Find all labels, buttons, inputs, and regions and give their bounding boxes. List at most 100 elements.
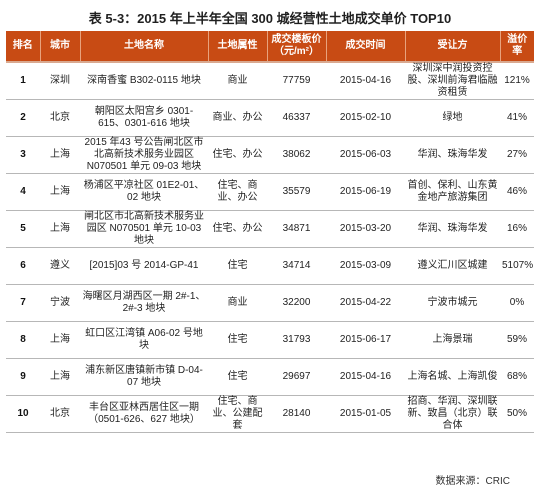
date-cell: 2015-03-20 — [326, 210, 405, 248]
city-cell: 遵义 — [40, 247, 80, 285]
premium-cell: 46% — [500, 173, 534, 211]
rank-cell: 7 — [6, 284, 40, 322]
rank-cell: 9 — [6, 358, 40, 396]
land-name-cell: 杨浦区平凉社区 01E2-01、02 地块 — [80, 173, 208, 211]
rank-cell: 5 — [6, 210, 40, 248]
table-row: 9 上海 浦东新区唐镇新市镇 D-04-07 地块 住宅 29697 2015-… — [6, 358, 534, 396]
col-header-land-name: 土地名称 — [80, 31, 209, 62]
table-row: 1 深圳 深南香蜜 B302-0115 地块 商业 77759 2015-04-… — [6, 61, 534, 100]
table-row: 10 北京 丰台区亚林西居住区一期（0501-626、627 地块） 住宅、商业… — [6, 395, 534, 433]
data-source-note: 数据来源：CRIC — [435, 476, 510, 487]
table-row: 3 上海 2015 年43 号公告闸北区市北高新技术服务业园区 N070501 … — [6, 136, 534, 174]
price-cell: 28140 — [267, 395, 326, 433]
col-header-buyer: 受让方 — [405, 31, 501, 62]
date-cell: 2015-03-09 — [326, 247, 405, 285]
table-row: 4 上海 杨浦区平凉社区 01E2-01、02 地块 住宅、商业、办公 3557… — [6, 173, 534, 211]
land-name-cell: 闸北区市北高新技术服务业园区 N070501 单元 10-03 地块 — [80, 210, 208, 248]
city-cell: 上海 — [40, 173, 80, 211]
premium-cell: 16% — [500, 210, 534, 248]
rank-cell: 1 — [6, 61, 40, 100]
city-cell: 上海 — [40, 358, 80, 396]
buyer-cell: 宁波市城元 — [405, 284, 500, 322]
premium-cell: 0% — [500, 284, 534, 322]
price-cell: 77759 — [267, 61, 326, 100]
price-cell: 29697 — [267, 358, 326, 396]
premium-cell: 59% — [500, 321, 534, 359]
land-name-cell: 浦东新区唐镇新市镇 D-04-07 地块 — [80, 358, 208, 396]
date-cell: 2015-04-16 — [326, 358, 405, 396]
premium-cell: 50% — [500, 395, 534, 433]
rank-cell: 2 — [6, 99, 40, 137]
table-row: 5 上海 闸北区市北高新技术服务业园区 N070501 单元 10-03 地块 … — [6, 210, 534, 248]
land-use-cell: 住宅、办公 — [208, 136, 267, 174]
land-use-cell: 商业、办公 — [208, 99, 267, 137]
rank-cell: 4 — [6, 173, 40, 211]
col-header-land-use: 土地属性 — [208, 31, 268, 62]
land-price-table: 排名 城市 土地名称 土地属性 成交楼板价（元/m²） 成交时间 受让方 溢价率… — [6, 31, 534, 433]
land-use-cell: 住宅、办公 — [208, 210, 267, 248]
table-row: 7 宁波 海曙区月湖西区一期 2#-1、2#-3 地块 商业 32200 201… — [6, 284, 534, 322]
table-title: 表 5-3：2015 年上半年全国 300 城经营性土地成交单价 TOP10 — [88, 11, 452, 26]
buyer-cell: 上海名城、上海凯俊 — [405, 358, 500, 396]
land-name-cell: 虹口区江湾镇 A06-02 号地块 — [80, 321, 208, 359]
price-cell: 34714 — [267, 247, 326, 285]
city-cell: 宁波 — [40, 284, 80, 322]
date-cell: 2015-04-22 — [326, 284, 405, 322]
rank-cell: 10 — [6, 395, 40, 433]
buyer-cell: 华润、珠海华发 — [405, 136, 500, 174]
date-cell: 2015-01-05 — [326, 395, 405, 433]
rank-cell: 8 — [6, 321, 40, 359]
buyer-cell: 上海景瑞 — [405, 321, 500, 359]
price-cell: 31793 — [267, 321, 326, 359]
date-cell: 2015-04-16 — [326, 61, 405, 100]
buyer-cell: 首创、保利、山东黄金地产旅游集团 — [405, 173, 500, 211]
col-header-price: 成交楼板价（元/m²） — [267, 31, 327, 62]
city-cell: 北京 — [40, 99, 80, 137]
city-cell: 深圳 — [40, 61, 80, 100]
col-header-premium: 溢价率 — [500, 31, 534, 62]
premium-cell: 68% — [500, 358, 534, 396]
city-cell: 上海 — [40, 136, 80, 174]
land-use-cell: 住宅、商业、办公 — [208, 173, 267, 211]
price-cell: 46337 — [267, 99, 326, 137]
table-row: 6 遵义 [2015]03 号 2014-GP-41 住宅 34714 2015… — [6, 247, 534, 285]
premium-cell: 5107% — [500, 247, 534, 285]
buyer-cell: 遵义汇川区城建 — [405, 247, 500, 285]
price-cell: 34871 — [267, 210, 326, 248]
table-row: 8 上海 虹口区江湾镇 A06-02 号地块 住宅 31793 2015-06-… — [6, 321, 534, 359]
land-use-cell: 商业 — [208, 284, 267, 322]
buyer-cell: 绿地 — [405, 99, 500, 137]
col-header-date: 成交时间 — [326, 31, 406, 62]
date-cell: 2015-02-10 — [326, 99, 405, 137]
premium-cell: 27% — [500, 136, 534, 174]
price-cell: 32200 — [267, 284, 326, 322]
header-row: 排名 城市 土地名称 土地属性 成交楼板价（元/m²） 成交时间 受让方 溢价率 — [6, 31, 534, 62]
land-use-cell: 住宅、商业、公建配套 — [208, 395, 267, 433]
land-name-cell: 2015 年43 号公告闸北区市北高新技术服务业园区 N070501 单元 09… — [80, 136, 208, 174]
date-cell: 2015-06-19 — [326, 173, 405, 211]
city-cell: 上海 — [40, 210, 80, 248]
land-name-cell: 海曙区月湖西区一期 2#-1、2#-3 地块 — [80, 284, 208, 322]
land-use-cell: 住宅 — [208, 358, 267, 396]
land-name-cell: 朝阳区太阳宫乡 0301-615、0301-616 地块 — [80, 99, 208, 137]
rank-cell: 6 — [6, 247, 40, 285]
col-header-rank: 排名 — [6, 31, 41, 62]
price-cell: 38062 — [267, 136, 326, 174]
city-cell: 北京 — [40, 395, 80, 433]
premium-cell: 121% — [500, 61, 534, 100]
city-cell: 上海 — [40, 321, 80, 359]
land-name-cell: 深南香蜜 B302-0115 地块 — [80, 61, 208, 100]
land-use-cell: 住宅 — [208, 321, 267, 359]
price-cell: 35579 — [267, 173, 326, 211]
date-cell: 2015-06-17 — [326, 321, 405, 359]
buyer-cell: 华润、珠海华发 — [405, 210, 500, 248]
table-row: 2 北京 朝阳区太阳宫乡 0301-615、0301-616 地块 商业、办公 … — [6, 99, 534, 137]
land-name-cell: [2015]03 号 2014-GP-41 — [80, 247, 208, 285]
rank-cell: 3 — [6, 136, 40, 174]
land-use-cell: 住宅 — [208, 247, 267, 285]
buyer-cell: 深圳深中润投资控股、深圳前海君临融资租赁 — [405, 61, 500, 100]
buyer-cell: 招商、华润、深圳联新、致昌（北京）联合体 — [405, 395, 500, 433]
premium-cell: 41% — [500, 99, 534, 137]
land-name-cell: 丰台区亚林西居住区一期（0501-626、627 地块） — [80, 395, 208, 433]
land-use-cell: 商业 — [208, 61, 267, 100]
